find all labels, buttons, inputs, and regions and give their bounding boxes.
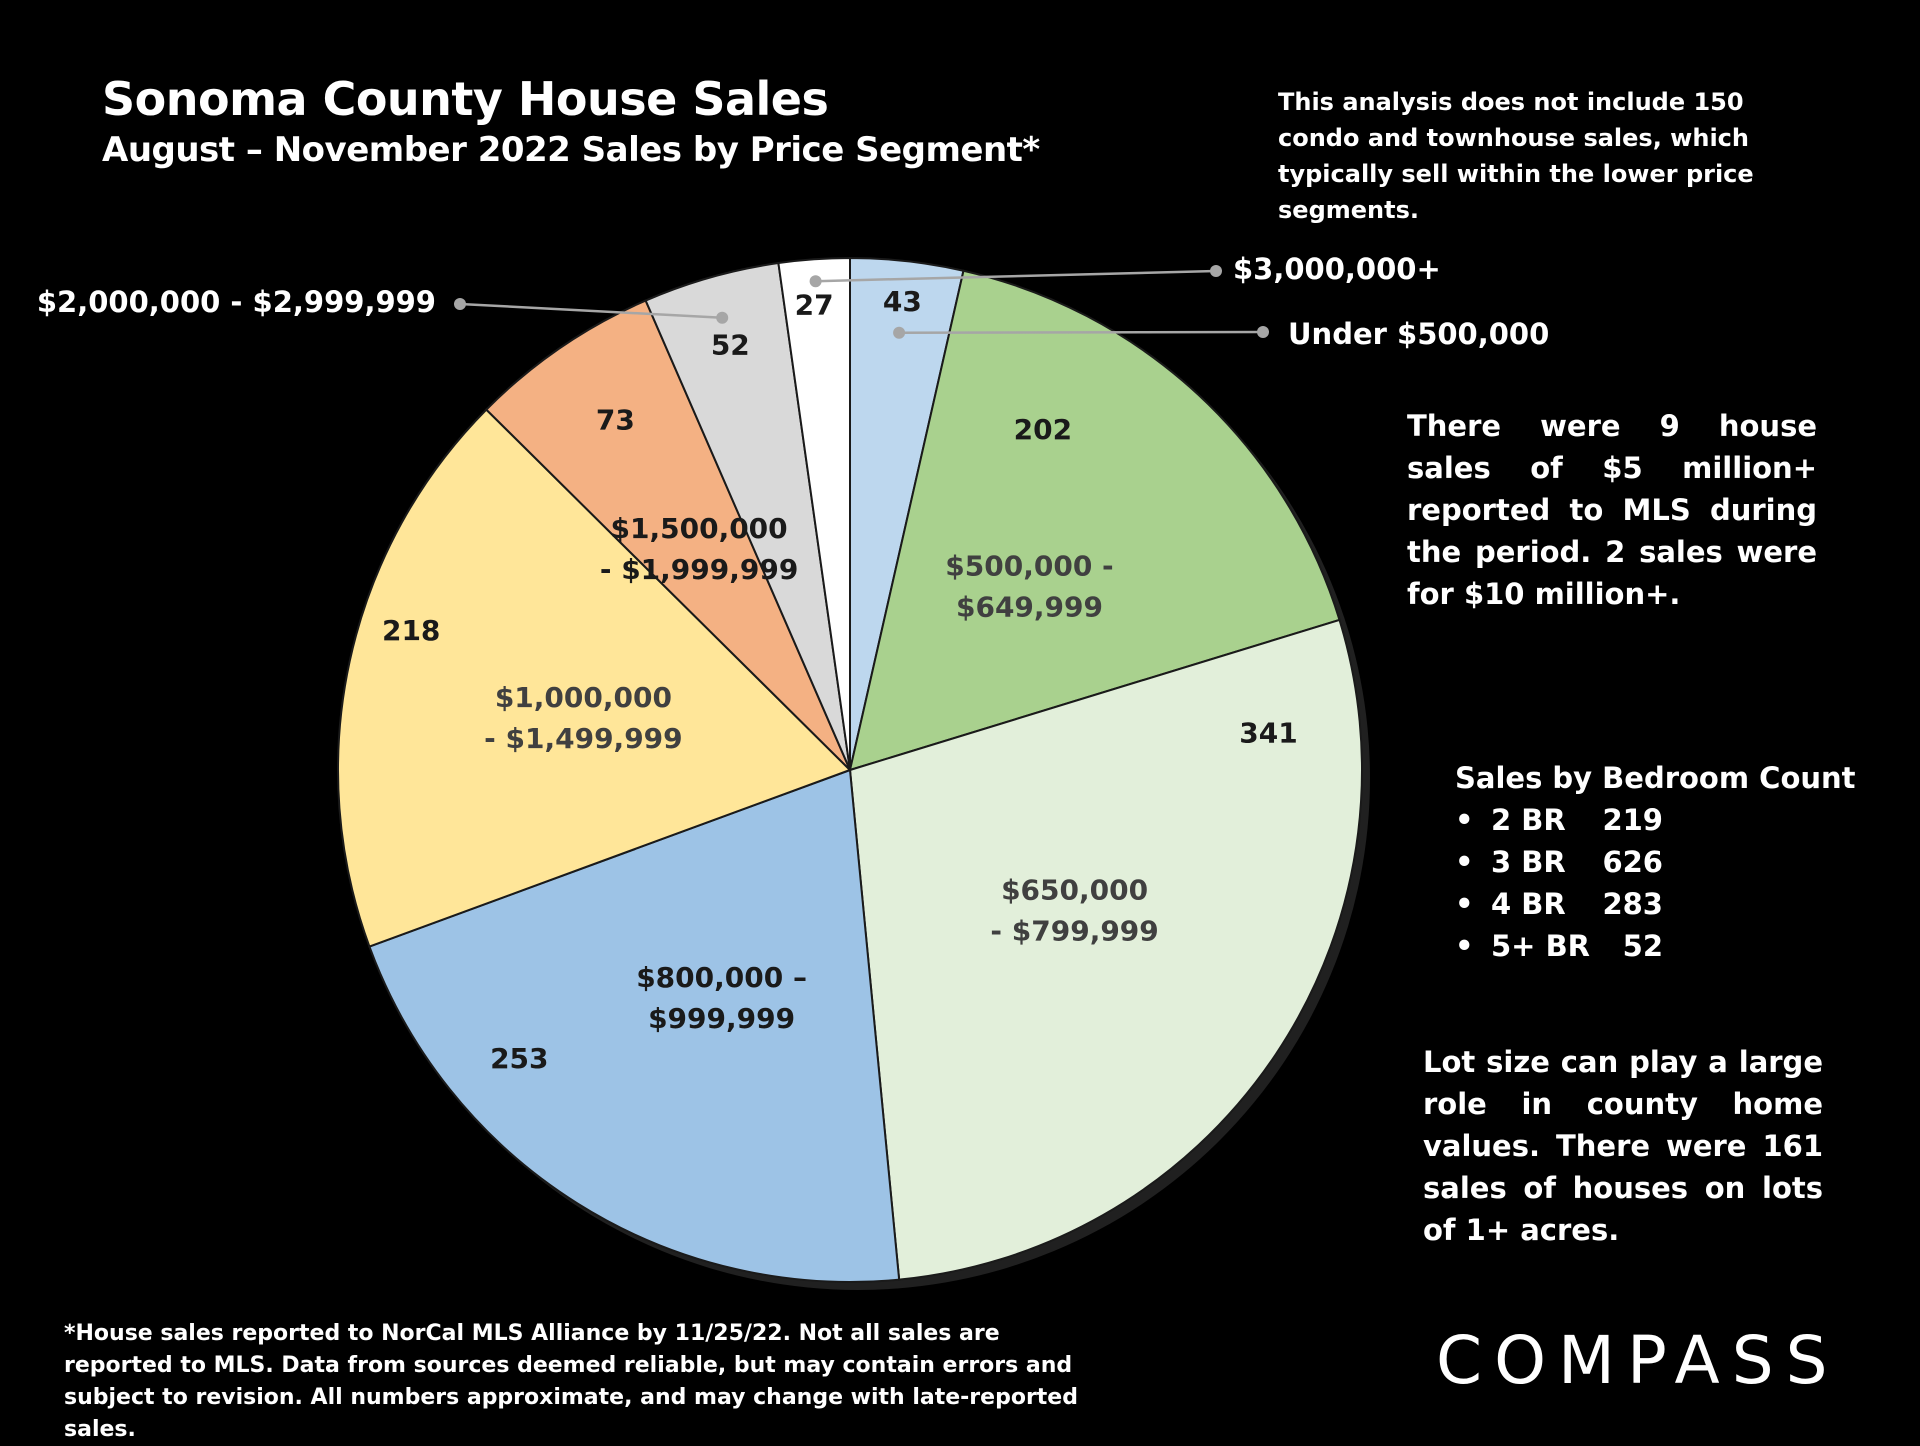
pie-slice-1-500-000-1-999-999 (484, 299, 851, 771)
lot-size-note: Lot size can play a large role in county… (1423, 1045, 1823, 1247)
bedroom-count: 219 (1602, 803, 1663, 837)
callout-dot (809, 275, 822, 288)
callout-dot (1210, 265, 1222, 277)
bedroom-count-panel: Sales by Bedroom Count • 2 BR 219 • 3 BR… (1455, 757, 1856, 967)
data-label-category: $650,000 - $799,999 (990, 873, 1158, 947)
data-label-value: 27 (795, 288, 834, 321)
bedroom-label: 4 BR (1491, 887, 1566, 921)
data-label-value: 43 (883, 285, 922, 318)
footnote: *House sales reported to NorCal MLS Alli… (64, 1321, 1078, 1442)
data-label-value: 52 (711, 329, 750, 362)
callout-dot (454, 298, 466, 310)
data-label-category-line: $1,000,000 (495, 681, 672, 714)
compass-logo: COMPASS (1436, 1322, 1840, 1399)
pie-slice-500-000-649-999 (848, 269, 1341, 772)
bedroom-label: 2 BR (1491, 803, 1566, 837)
bedroom-count: 283 (1602, 887, 1663, 921)
bullet-icon: • (1455, 845, 1474, 879)
data-label-category-line: $500,000 - (945, 550, 1113, 583)
bedroom-label: 3 BR (1491, 845, 1566, 879)
bedroom-count-list: • 2 BR 219 • 3 BR 626 • 4 BR 283 • 5+ BR… (1455, 799, 1856, 967)
data-label-category-line: - $1,999,999 (600, 553, 799, 586)
bedroom-count-item: • 2 BR 219 (1455, 799, 1856, 841)
bullet-icon: • (1455, 887, 1474, 921)
data-label-category-line: $649,999 (956, 591, 1103, 624)
chart-subtitle: August – November 2022 Sales by Price Se… (102, 130, 1040, 170)
data-label-value: 253 (490, 1042, 548, 1075)
data-label-value: 341 (1239, 716, 1297, 749)
data-label-category-line: $999,999 (648, 1002, 795, 1035)
bedroom-count-item: • 3 BR 626 (1455, 841, 1856, 883)
bedroom-count: 52 (1622, 929, 1663, 963)
data-label-category-line: $650,000 (1001, 873, 1148, 906)
callout-dot (1257, 326, 1269, 338)
data-label-category-line: - $799,999 (990, 914, 1158, 947)
pie-slice-650-000-799-999 (848, 618, 1363, 1281)
bullet-icon: • (1455, 929, 1474, 963)
data-label-value: 73 (596, 404, 635, 437)
callout-label: $3,000,000+ (1233, 252, 1441, 286)
data-label-category: $500,000 - $649,999 (945, 550, 1113, 624)
bedroom-count-title: Sales by Bedroom Count (1455, 761, 1856, 795)
callout-dot (716, 311, 729, 324)
data-label-category: $1,000,000 - $1,499,999 (484, 681, 683, 755)
bedroom-count-item: • 5+ BR 52 (1455, 925, 1856, 967)
callout-leader-line (815, 269, 1217, 283)
chart-title: Sonoma County House Sales (102, 72, 829, 126)
data-label-category-line: $800,000 – (636, 961, 807, 994)
data-label-category-line: $1,500,000 (611, 512, 788, 545)
callout-leader-line (459, 302, 723, 319)
five-million-note: There were 9 house sales of $5 million+ … (1407, 409, 1817, 611)
bedroom-label: 5+ BR (1491, 929, 1591, 963)
bullet-icon: • (1455, 803, 1474, 837)
bedroom-count-item: • 4 BR 283 (1455, 883, 1856, 925)
data-label-category-line: - $1,499,999 (484, 722, 683, 755)
pie-slice-1-000-000-1-499-999 (337, 408, 852, 948)
callout-label: $2,000,000 - $2,999,999 (37, 285, 436, 319)
data-label-category: $1,500,000 - $1,999,999 (600, 512, 799, 586)
data-label-value: 202 (1014, 413, 1072, 446)
data-label-value: 218 (382, 614, 440, 647)
callout-dot (893, 326, 906, 339)
bedroom-count: 626 (1602, 845, 1663, 879)
pie-slice-3-000-000 (777, 256, 851, 771)
callout-leader-line (899, 330, 1264, 334)
data-label-category: $800,000 – $999,999 (636, 961, 807, 1035)
condo-note: This analysis does not include 150 condo… (1278, 88, 1754, 224)
callout-label: Under $500,000 (1288, 317, 1549, 351)
